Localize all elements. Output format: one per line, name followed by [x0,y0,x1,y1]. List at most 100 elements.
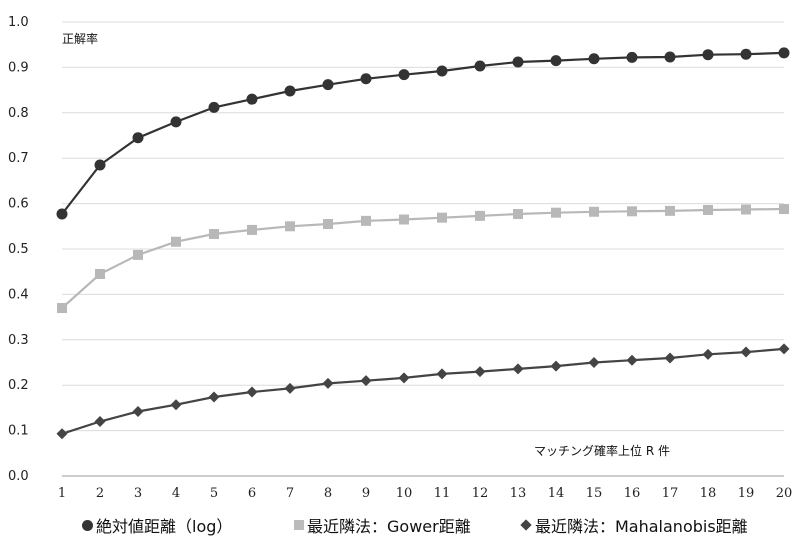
data-point-circle [550,55,562,67]
square-marker-icon [294,520,304,530]
data-point-circle [398,69,410,81]
y-tick-label: 0.9 [8,60,29,75]
x-tick-label: 2 [96,486,104,501]
x-tick-label: 4 [172,486,180,501]
data-point-circle [284,85,296,97]
data-point-diamond [360,375,372,387]
data-point-square [323,219,333,230]
data-point-diamond [664,352,676,364]
data-point-diamond [778,343,790,355]
legend-label: 最近隣法：Gower距離 [307,517,471,536]
y-tick-label: 0.7 [8,151,29,166]
data-point-square [475,210,485,221]
data-point-circle [512,56,524,68]
y-tick-label: 0.2 [8,378,29,393]
y-tick-label: 1.0 [8,15,29,30]
data-point-circle [56,208,68,220]
data-point-square [171,236,181,247]
data-point-square [665,205,675,216]
data-point-diamond [702,348,714,360]
x-tick-label: 19 [738,486,755,501]
x-tick-label: 10 [396,486,413,501]
y-tick-label: 0.8 [8,106,29,121]
data-point-square [779,204,789,215]
data-point-circle [778,47,790,59]
data-point-circle [474,60,486,72]
x-tick-label: 11 [434,486,451,501]
data-point-diamond [474,366,486,378]
x-tick-label: 18 [700,486,717,501]
x-tick-label: 16 [624,486,641,501]
series-markers [56,47,790,440]
data-point-square [133,249,143,260]
data-point-square [741,204,751,215]
data-point-square [57,303,67,314]
x-tick-label: 9 [362,486,370,501]
data-point-circle [702,49,714,61]
x-tick-label: 7 [286,486,294,501]
data-point-square [513,209,523,220]
series-line [61,51,785,215]
data-point-circle [170,116,182,128]
y-tick-label: 0.5 [8,242,29,257]
gridlines [62,21,784,477]
x-tick-label: 17 [662,486,679,501]
data-point-circle [740,48,752,60]
data-point-circle [208,101,220,113]
x-tick-label: 8 [324,486,332,501]
series-line [61,347,785,435]
x-tick-label: 15 [586,486,603,501]
data-point-square [361,215,371,226]
legend-label: 絶対値距離（log） [96,517,233,536]
x-tick-label: 12 [472,486,489,501]
data-point-diamond [398,372,410,384]
data-point-diamond [56,428,68,440]
x-axis-label: マッチング確率上位 R 件 [534,443,670,458]
x-tick-label: 20 [776,486,793,501]
data-point-circle [626,51,638,63]
data-point-circle [322,79,334,91]
series-lines [61,51,785,435]
circle-marker-icon [82,519,93,531]
data-point-diamond [436,368,448,380]
data-point-square [551,207,561,218]
diamond-marker-icon [520,519,532,531]
y-tick-label: 0.6 [8,197,29,212]
data-point-diamond [132,406,144,418]
data-point-diamond [170,399,182,411]
data-point-square [209,229,219,240]
data-point-diamond [208,391,220,403]
x-tick-label: 14 [548,486,565,501]
x-tick-label: 3 [134,486,142,501]
y-tick-label: 0.4 [8,287,29,302]
data-point-diamond [94,416,106,428]
data-point-square [285,221,295,232]
data-point-circle [246,93,258,105]
data-point-square [247,224,257,235]
data-point-square [95,268,105,279]
legend: 絶対値距離（log） 最近隣法：Gower距離 最近隣法：Mahalanobis… [0,507,799,543]
data-point-diamond [550,360,562,372]
x-tick-label: 13 [510,486,527,501]
data-point-diamond [512,363,524,375]
legend-item-log: 絶対値距離（log） [82,513,232,537]
x-tick-label: 1 [58,486,66,501]
data-point-square [589,206,599,217]
x-tick-labels: 1 2 3 4 5 6 7 8 9 10 11 12 13 14 15 16 17 18 19 20 [58,486,792,501]
data-point-circle [664,51,676,63]
data-point-circle [588,53,600,65]
data-point-diamond [740,346,752,358]
data-point-square [399,214,409,225]
data-point-diamond [626,354,638,366]
x-tick-label: 5 [210,486,218,501]
data-point-square [437,212,447,223]
legend-item-mahalanobis: 最近隣法：Mahalanobis距離 [520,513,748,537]
y-tick-label: 0.1 [8,424,29,439]
data-point-square [703,204,713,215]
y-tick-label: 0.0 [8,469,29,484]
data-point-circle [132,132,144,144]
legend-label: 最近隣法：Mahalanobis距離 [535,517,748,536]
data-point-circle [94,159,106,171]
legend-item-gower: 最近隣法：Gower距離 [294,513,471,537]
